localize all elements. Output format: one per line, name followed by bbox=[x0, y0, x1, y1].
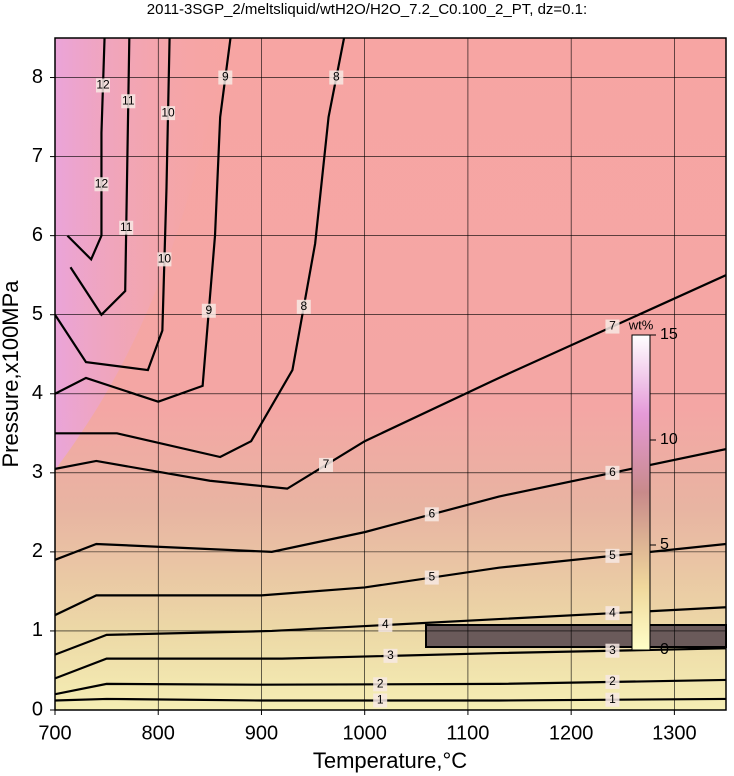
x-tick-label: 1000 bbox=[342, 722, 387, 744]
contour-line bbox=[55, 542, 726, 617]
contour-label-box bbox=[605, 606, 620, 621]
contour-label: 8 bbox=[300, 299, 307, 313]
contour-label: 7 bbox=[323, 457, 330, 471]
contour-label: 1 bbox=[377, 693, 384, 707]
contour-label-box bbox=[121, 94, 136, 109]
contour-label: 4 bbox=[609, 605, 616, 619]
contour-label-box bbox=[96, 78, 111, 93]
contour-label-box bbox=[605, 319, 620, 334]
y-tick-label: 6 bbox=[32, 224, 43, 246]
contour-label-box bbox=[605, 465, 620, 480]
x-tick-label: 1200 bbox=[549, 722, 594, 744]
plot-frame bbox=[54, 37, 727, 711]
colorbar-tick-label: 0 bbox=[660, 641, 669, 658]
contour-label: 4 bbox=[382, 617, 389, 631]
contour-label: 5 bbox=[428, 570, 435, 584]
contour-line bbox=[55, 697, 726, 702]
y-tick-label: 1 bbox=[32, 619, 43, 641]
contour-line bbox=[55, 678, 726, 696]
high-water-region bbox=[55, 38, 230, 470]
x-tick-label: 1100 bbox=[446, 722, 489, 744]
contour-label: 2 bbox=[377, 676, 384, 690]
contour-label-box bbox=[94, 177, 109, 192]
colorbar-tick-label: 10 bbox=[660, 431, 678, 448]
contour-line bbox=[55, 38, 232, 403]
contour-line bbox=[55, 38, 171, 372]
contour-label-box bbox=[161, 106, 176, 121]
contour-label-box bbox=[373, 693, 388, 708]
x-tick-label: 800 bbox=[142, 722, 175, 744]
x-axis-label: Temperature,°C bbox=[313, 748, 467, 773]
colorbar-tick-label: 15 bbox=[660, 326, 678, 343]
contour-label: 12 bbox=[95, 176, 109, 190]
contour-label-box bbox=[373, 677, 388, 692]
contour-label-box bbox=[383, 648, 398, 663]
contour-label: 8 bbox=[333, 70, 340, 84]
contour-label: 1 bbox=[609, 692, 616, 706]
contour-label: 6 bbox=[609, 465, 616, 479]
contour-label: 2 bbox=[609, 674, 616, 688]
contour-label: 9 bbox=[222, 70, 229, 84]
contour-label: 11 bbox=[120, 220, 133, 234]
x-tick-label: 900 bbox=[245, 722, 278, 744]
y-tick-label: 2 bbox=[32, 540, 43, 562]
contour-label: 6 bbox=[428, 507, 435, 521]
contour-label: 3 bbox=[387, 648, 394, 662]
y-tick-label: 5 bbox=[32, 303, 43, 325]
contour-label: 3 bbox=[609, 643, 616, 657]
y-tick-label: 8 bbox=[32, 66, 43, 88]
y-axis-label: Pressure,x100MPa bbox=[0, 280, 23, 468]
contour-label-box bbox=[605, 643, 620, 658]
contour-label: 9 bbox=[205, 303, 212, 317]
chart-title: 2011-3SGP_2/meltsliquid/wtH2O/H2O_7.2_C0… bbox=[147, 1, 587, 18]
contour-label: 10 bbox=[161, 105, 175, 119]
contour-label-box bbox=[424, 507, 439, 522]
colorbar bbox=[631, 334, 651, 651]
contour-label-box bbox=[296, 299, 311, 314]
y-tick-label: 3 bbox=[32, 461, 43, 483]
contour-line bbox=[66, 38, 106, 262]
contour-label: 12 bbox=[96, 78, 110, 92]
contour-label-box bbox=[329, 70, 344, 85]
contour-label-box bbox=[119, 220, 134, 235]
contour-label-box bbox=[218, 70, 233, 85]
contour-label-box bbox=[201, 303, 216, 318]
contour-label: 11 bbox=[122, 93, 135, 107]
contour-label-box bbox=[605, 692, 620, 707]
contour-label: 10 bbox=[158, 252, 172, 266]
contour-label-box bbox=[378, 618, 393, 633]
contour-line bbox=[55, 647, 726, 680]
y-tick-label: 0 bbox=[32, 698, 43, 720]
contour-line bbox=[55, 38, 346, 459]
x-tick-label: 1300 bbox=[652, 722, 697, 744]
contour-label: 7 bbox=[609, 319, 616, 333]
x-tick-label: 700 bbox=[38, 722, 71, 744]
contour-label-box bbox=[605, 548, 620, 563]
contour-cluster bbox=[425, 624, 727, 648]
contour-label-box bbox=[424, 570, 439, 585]
colorbar-label: wt% bbox=[628, 317, 654, 332]
colorbar-tick-label: 5 bbox=[660, 536, 669, 553]
contour-label-box bbox=[318, 457, 333, 472]
contour-line bbox=[55, 606, 726, 656]
y-tick-label: 4 bbox=[32, 382, 43, 404]
y-tick-label: 7 bbox=[32, 145, 43, 167]
contour-line bbox=[55, 448, 726, 561]
contour-label-box bbox=[605, 674, 620, 689]
contour-line bbox=[69, 38, 131, 317]
contour-label: 5 bbox=[609, 548, 616, 562]
contour-line bbox=[55, 274, 726, 490]
contour-label-box bbox=[157, 252, 172, 267]
